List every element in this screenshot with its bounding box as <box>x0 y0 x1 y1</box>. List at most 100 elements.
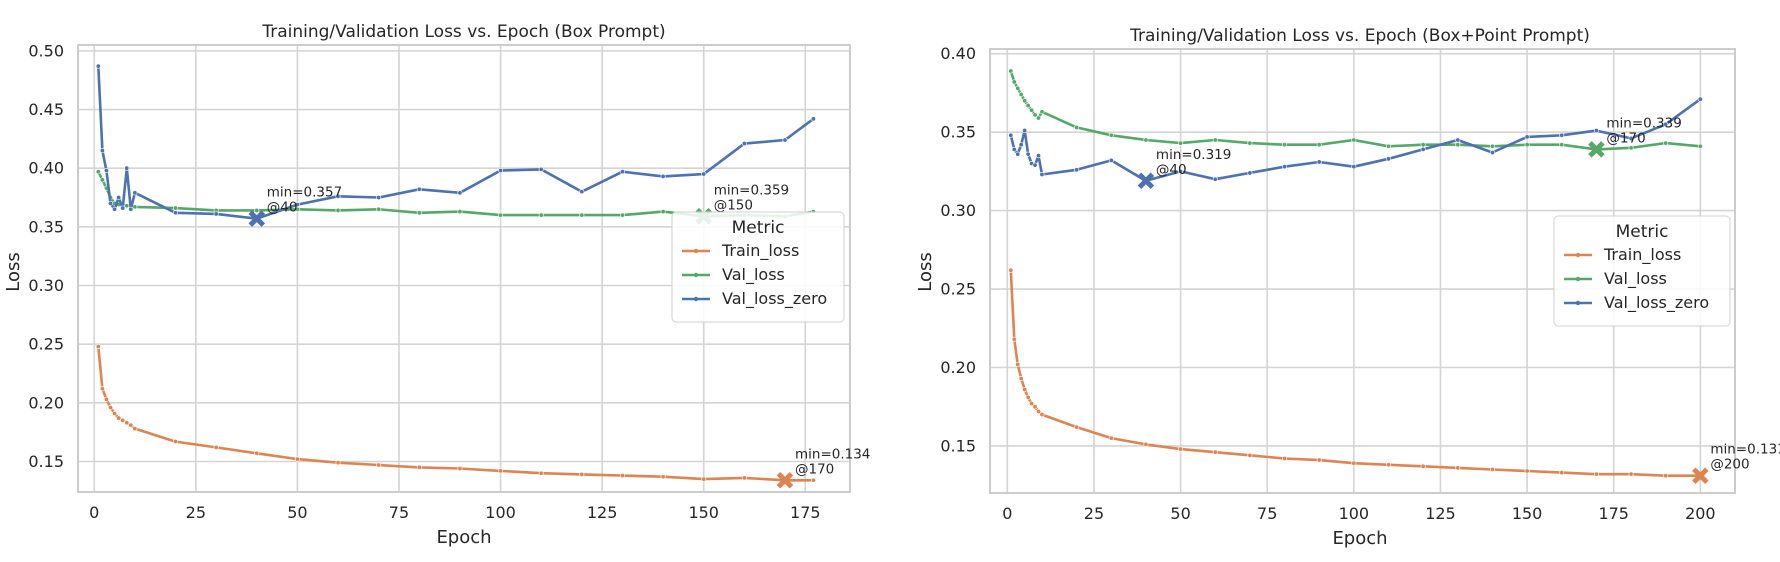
data-point <box>335 193 341 199</box>
data-point <box>538 470 544 476</box>
data-point <box>1108 157 1114 163</box>
data-point <box>1351 137 1357 143</box>
data-point <box>1559 132 1565 138</box>
data-point <box>1018 142 1024 148</box>
data-point <box>132 426 138 432</box>
y-tick-labels: 0.15 0.20 0.25 0.30 0.35 0.40 0.45 0.50 <box>28 41 64 471</box>
data-point <box>112 410 118 416</box>
chart-title: Training/Validation Loss vs. Epoch (Box+… <box>1129 26 1590 46</box>
x-tick-label: 150 <box>688 503 719 522</box>
data-point <box>660 209 666 215</box>
data-point <box>108 405 114 411</box>
data-point <box>701 171 707 177</box>
series-line <box>1009 69 1702 151</box>
data-point <box>1018 91 1024 97</box>
data-point <box>173 205 179 211</box>
chart-box-prompt: Training/Validation Loss vs. Epoch (Box … <box>3 22 870 548</box>
legend-title: Metric <box>1616 222 1669 242</box>
x-tick-label: 25 <box>186 503 206 522</box>
data-point <box>1032 404 1038 410</box>
x-tick-label: 175 <box>790 503 821 522</box>
data-point <box>1036 408 1042 414</box>
data-point <box>1420 146 1426 152</box>
data-point <box>1212 176 1218 182</box>
data-point <box>1489 150 1495 156</box>
data-point <box>1524 142 1530 148</box>
data-point <box>1316 159 1322 165</box>
y-tick-label: 0.40 <box>940 44 976 63</box>
data-point <box>103 396 109 402</box>
legend-item-train-loss: Train_loss <box>1564 245 1681 265</box>
x-tick-label: 25 <box>1084 504 1104 523</box>
data-point <box>213 444 219 450</box>
data-point <box>1022 98 1028 104</box>
data-point <box>1628 471 1634 477</box>
data-point <box>128 206 134 212</box>
data-point <box>1282 164 1288 170</box>
y-tick-labels: 0.15 0.20 0.25 0.30 0.35 0.40 <box>940 44 976 455</box>
chart-box-point-prompt: Training/Validation Loss vs. Epoch (Box+… <box>915 26 1780 549</box>
data-point <box>498 468 504 474</box>
data-point <box>124 203 130 209</box>
data-point <box>1697 96 1703 102</box>
data-point <box>1029 107 1035 113</box>
plot-frame <box>77 44 851 493</box>
data-point <box>1032 162 1038 168</box>
chart-title: Training/Validation Loss vs. Epoch (Box … <box>261 22 665 42</box>
plot-border <box>77 44 851 493</box>
y-axis-label: Loss <box>915 252 936 291</box>
data-point <box>810 116 816 122</box>
data-point <box>1663 140 1669 146</box>
y-tick-label: 0.50 <box>28 41 64 60</box>
y-tick-label: 0.30 <box>940 201 976 220</box>
data-point <box>1036 153 1042 159</box>
data-point <box>1022 386 1028 392</box>
data-point <box>741 141 747 147</box>
data-point <box>538 212 544 218</box>
data-point <box>1663 473 1669 479</box>
x-tick-label: 125 <box>1425 504 1456 523</box>
y-tick-label: 0.30 <box>28 276 64 295</box>
min-annotation-epoch: @170 <box>1606 130 1645 146</box>
legend-swatch-marker <box>693 272 699 278</box>
legend[interactable]: Metric Train_loss Val_loss Val_loss_zero <box>1553 215 1731 327</box>
data-point <box>457 466 463 472</box>
x-tick-label: 200 <box>1685 504 1716 523</box>
data-point <box>1663 121 1669 127</box>
legend-item-train-loss: Train_loss <box>682 241 799 261</box>
data-point <box>1247 170 1253 176</box>
data-point <box>579 189 585 195</box>
data-point <box>1178 140 1184 146</box>
data-point <box>294 456 300 462</box>
min-annotation-value: min=0.131 <box>1710 442 1780 458</box>
legend[interactable]: Metric Train_loss Val_loss Val_loss_zero <box>671 211 845 323</box>
data-point <box>1011 79 1017 85</box>
data-point <box>1455 465 1461 471</box>
data-point <box>498 212 504 218</box>
y-tick-label: 0.25 <box>940 280 976 299</box>
x-axis-label: Epoch <box>436 527 491 548</box>
data-point <box>1022 128 1028 134</box>
data-point <box>1039 172 1045 178</box>
data-point <box>619 169 625 175</box>
data-point <box>498 168 504 174</box>
data-point <box>1455 142 1461 148</box>
data-point <box>660 173 666 179</box>
data-point <box>1385 156 1391 162</box>
legend-label: Val_loss_zero <box>1604 293 1709 313</box>
x-tick-label: 150 <box>1512 504 1543 523</box>
min-annotation-epoch: @40 <box>1156 162 1187 178</box>
data-point <box>1178 446 1184 452</box>
data-point <box>1559 142 1565 148</box>
x-tick-label: 75 <box>389 503 409 522</box>
data-point <box>1351 460 1357 466</box>
x-tick-label: 0 <box>89 503 99 522</box>
data-point <box>1008 68 1014 74</box>
data-point <box>1015 361 1021 367</box>
data-point <box>1316 142 1322 148</box>
y-tick-label: 0.35 <box>940 123 976 142</box>
data-point <box>660 474 666 480</box>
legend-label: Val_loss <box>722 265 785 285</box>
data-point <box>116 195 122 201</box>
data-point <box>1316 457 1322 463</box>
